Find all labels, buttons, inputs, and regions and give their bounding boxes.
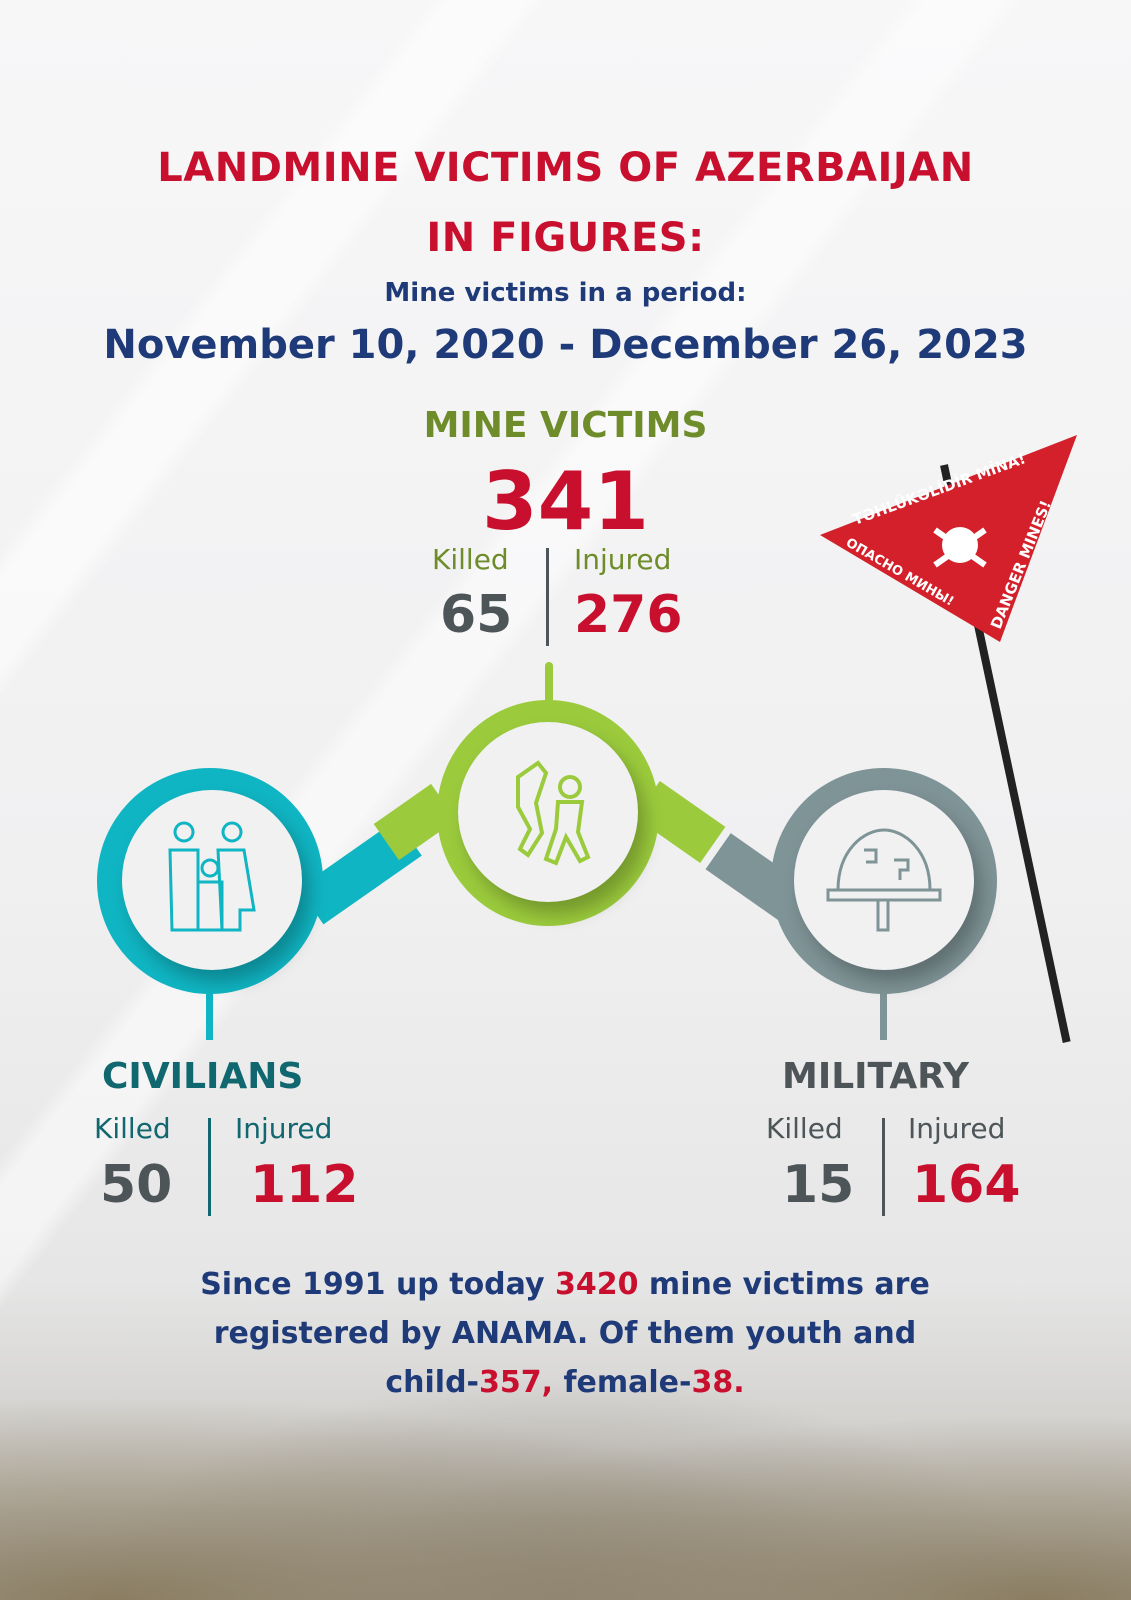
total-killed: 65 bbox=[440, 585, 513, 645]
military-injured-label: Injured bbox=[908, 1112, 1006, 1145]
title-line2: IN FIGURES: bbox=[426, 215, 705, 261]
military-injured: 164 bbox=[912, 1155, 1021, 1215]
stem bbox=[880, 990, 887, 1040]
title-line1: LANDMINE VICTIMS OF AZERBAIJAN bbox=[157, 145, 974, 191]
youth-child-count: 357, bbox=[479, 1365, 554, 1400]
total-since-1991: 3420 bbox=[554, 1267, 639, 1302]
subtitle: Mine victims in a period: bbox=[384, 278, 747, 308]
military-killed: 15 bbox=[782, 1155, 855, 1215]
landmines-background bbox=[0, 1340, 1131, 1600]
total-killed-label: Killed bbox=[432, 543, 509, 576]
civilians-injured-label: Injured bbox=[235, 1112, 333, 1145]
period: November 10, 2020 - December 26, 2023 bbox=[103, 322, 1028, 368]
civilians-killed: 50 bbox=[100, 1155, 173, 1215]
divider bbox=[208, 1118, 211, 1216]
total-injured-label: Injured bbox=[574, 543, 672, 576]
family-icon bbox=[122, 790, 302, 970]
total-injured: 276 bbox=[574, 585, 683, 645]
footer-part: female- bbox=[553, 1365, 692, 1400]
mine-victims-total: 341 bbox=[482, 455, 649, 548]
footer-part: mine victims are registered by ANAMA. Of… bbox=[213, 1267, 930, 1400]
mine-victims-label: MINE VICTIMS bbox=[423, 405, 708, 446]
civilians-killed-label: Killed bbox=[94, 1112, 171, 1145]
military-label: MILITARY bbox=[782, 1056, 969, 1097]
helmet-icon bbox=[794, 790, 974, 970]
civilians-injured: 112 bbox=[250, 1155, 359, 1215]
military-killed-label: Killed bbox=[766, 1112, 843, 1145]
danger-mines-sign: TƏHLÜKƏLİDİR MİNA! ОПАСНО МИНЫ! DANGER M… bbox=[820, 435, 1077, 642]
stem bbox=[545, 662, 553, 708]
female-count: 38. bbox=[691, 1365, 745, 1400]
stem bbox=[206, 990, 213, 1040]
footer-text: Since 1991 up today 3420 mine victims ar… bbox=[165, 1260, 965, 1407]
footer-part: Since 1991 up today bbox=[200, 1267, 555, 1302]
explosion-victims-icon bbox=[458, 722, 638, 902]
divider bbox=[546, 548, 549, 646]
divider bbox=[882, 1118, 885, 1216]
civilians-label: CIVILIANS bbox=[102, 1056, 304, 1097]
